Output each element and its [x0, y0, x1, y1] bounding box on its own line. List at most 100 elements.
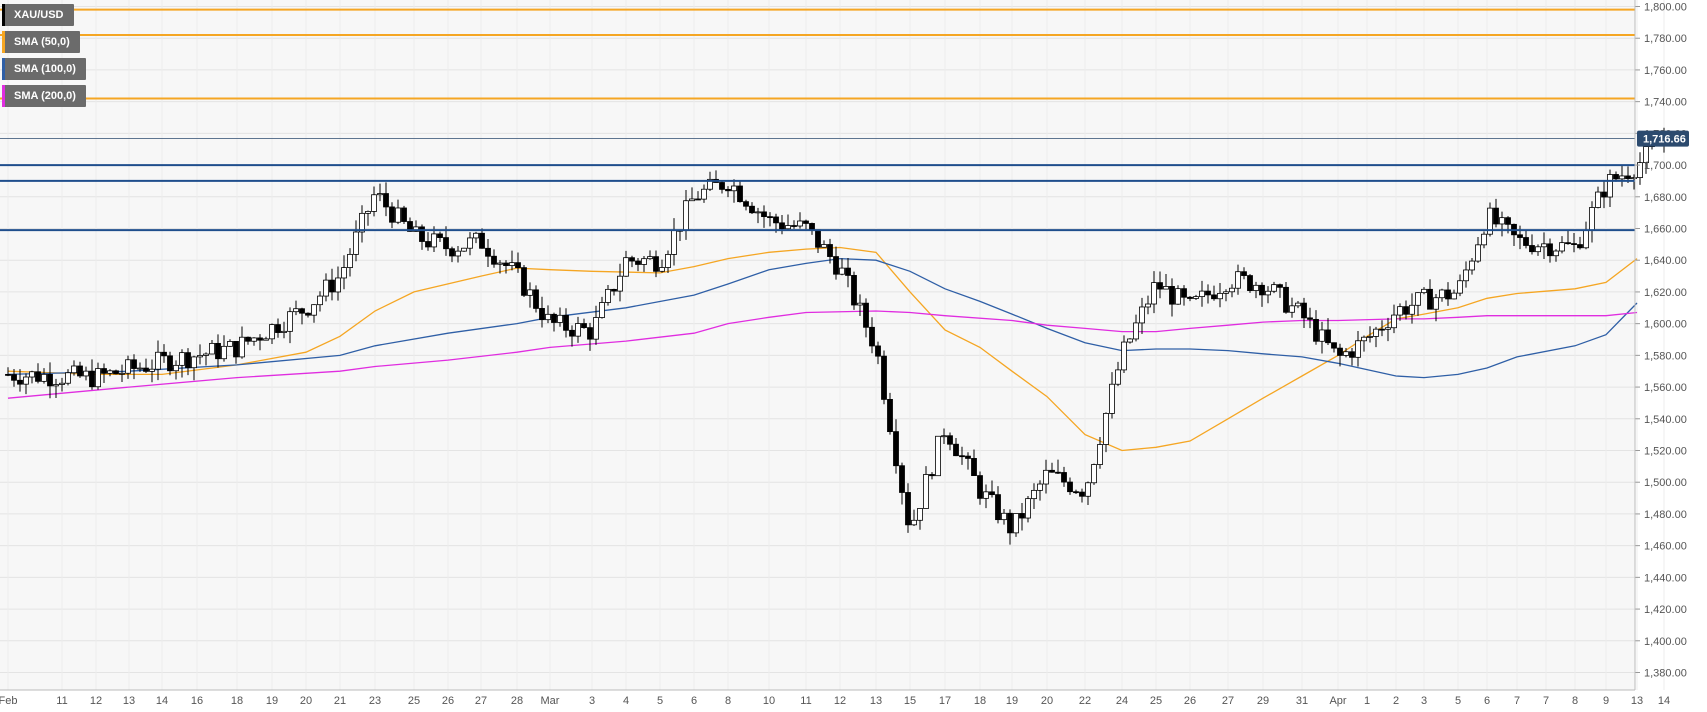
candle-body	[491, 255, 497, 265]
candle-body	[821, 244, 827, 248]
candle-body	[149, 368, 155, 372]
x-tick-label: 28	[511, 695, 523, 707]
candle-body	[185, 352, 191, 369]
candle-body	[389, 206, 395, 223]
candle-body	[431, 233, 437, 248]
sma-line	[7, 257, 1638, 379]
candle-body	[605, 288, 611, 303]
candle-body	[737, 185, 743, 203]
legend-item-xauusd[interactable]: XAU/USD	[2, 4, 74, 26]
candle-body	[1115, 369, 1121, 385]
candle-body	[707, 178, 713, 190]
y-tick-label: 1,560.00	[1644, 382, 1687, 394]
candle-body	[1559, 242, 1565, 252]
candle-body	[227, 341, 233, 347]
candle-body	[455, 250, 461, 257]
x-tick-label: 14	[156, 695, 168, 707]
legend: XAU/USD SMA (50,0) SMA (100,0) SMA (200,…	[2, 4, 86, 112]
candle-body	[377, 193, 383, 196]
candle-body	[539, 308, 545, 321]
candle-body	[347, 253, 353, 268]
candle-body	[365, 211, 371, 214]
candle-body	[1307, 317, 1313, 320]
x-tick-label: Feb	[0, 695, 17, 707]
candle-body	[965, 455, 971, 459]
candle-body	[197, 355, 203, 358]
candle-body	[1421, 288, 1427, 294]
candle-body	[269, 324, 275, 340]
candle-body	[1283, 286, 1289, 313]
candle-body	[515, 262, 521, 269]
y-tick-label: 1,760.00	[1644, 65, 1687, 77]
x-tick-label: 31	[1296, 695, 1308, 707]
candle-body	[767, 216, 773, 219]
legend-item-sma50[interactable]: SMA (50,0)	[2, 31, 80, 53]
candle-body	[575, 323, 581, 337]
legend-item-sma200[interactable]: SMA (200,0)	[2, 85, 86, 107]
candle-body	[1247, 275, 1253, 291]
candle-body	[521, 267, 527, 296]
candle-body	[641, 258, 647, 265]
candle-body	[1157, 282, 1163, 290]
candle-body	[293, 308, 299, 313]
x-tick-label: 18	[231, 695, 243, 707]
candle-body	[257, 337, 263, 341]
candle-body	[1241, 271, 1247, 276]
candle-body	[971, 458, 977, 476]
candle-body	[881, 355, 887, 400]
candle-body	[1223, 291, 1229, 294]
candle-body	[989, 491, 995, 496]
x-tick-label: 27	[475, 695, 487, 707]
candle-body	[1091, 464, 1097, 484]
candle-body	[407, 221, 413, 232]
y-tick-label: 1,580.00	[1644, 350, 1687, 362]
legend-label: SMA (200,0)	[14, 90, 76, 102]
candle-body	[119, 372, 125, 375]
candle-body	[215, 342, 221, 360]
candle-body	[653, 256, 659, 272]
x-tick-label: 24	[1116, 695, 1128, 707]
candle-body	[1139, 306, 1145, 324]
x-tick-label: 7	[1543, 695, 1549, 707]
candle-body	[1583, 229, 1589, 249]
candle-body	[899, 465, 905, 493]
legend-item-sma100[interactable]: SMA (100,0)	[2, 58, 86, 80]
candle-body	[29, 371, 35, 378]
candle-body	[1355, 340, 1361, 358]
candle-body	[89, 370, 95, 388]
candle-body	[1043, 469, 1049, 485]
candle-body	[1373, 328, 1379, 337]
candle-body	[137, 367, 143, 370]
candle-body	[443, 237, 449, 250]
candle-body	[1097, 444, 1103, 465]
candle-body	[395, 207, 401, 223]
candle-body	[1535, 246, 1541, 253]
x-tick-label: 23	[369, 695, 381, 707]
candle-body	[551, 313, 557, 323]
candle-body	[1025, 498, 1031, 519]
candle-body	[545, 313, 551, 321]
x-tick-label: 5	[657, 695, 663, 707]
x-tick-label: 25	[1150, 695, 1162, 707]
candle-body	[827, 244, 833, 257]
candle-body	[905, 492, 911, 526]
candle-body	[1001, 512, 1007, 521]
candle-body	[833, 256, 839, 275]
candle-body	[65, 372, 71, 384]
y-tick-label: 1,500.00	[1644, 477, 1687, 489]
candle-body	[527, 289, 533, 296]
candle-body	[1127, 338, 1133, 343]
candle-body	[1439, 289, 1445, 299]
y-tick-label: 1,480.00	[1644, 509, 1687, 521]
x-tick-label: Mar	[541, 695, 560, 707]
candle-body	[17, 379, 23, 385]
candle-body	[911, 519, 917, 526]
x-tick-label: 22	[1079, 695, 1091, 707]
candle-body	[1211, 294, 1217, 300]
candle-body	[59, 382, 65, 385]
candle-body	[569, 329, 575, 337]
candle-body	[1577, 244, 1583, 249]
candle-body	[251, 337, 257, 342]
candle-body	[1367, 336, 1373, 338]
